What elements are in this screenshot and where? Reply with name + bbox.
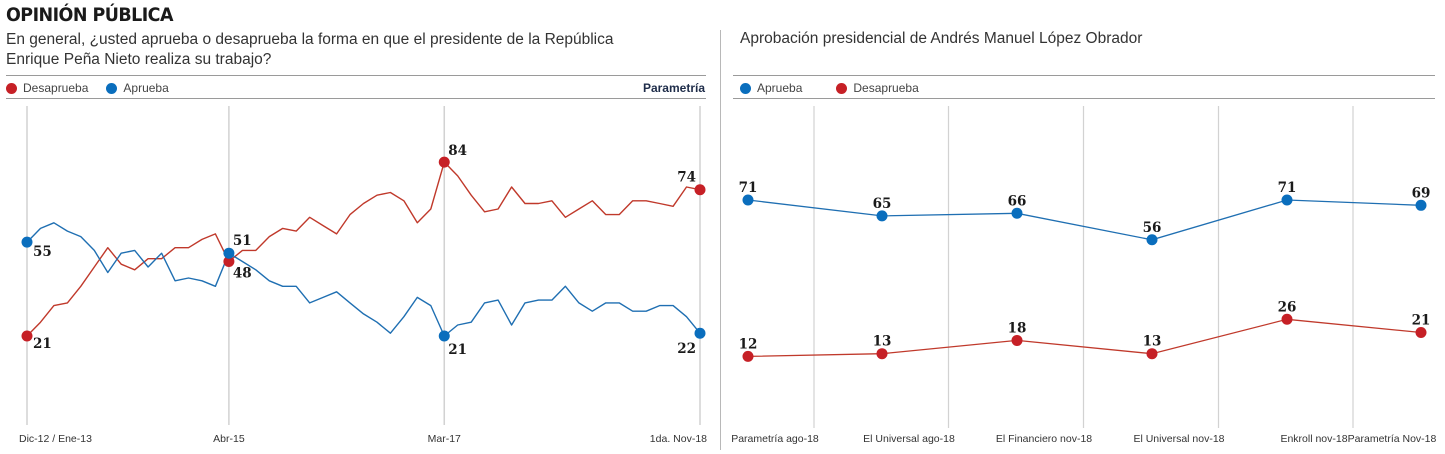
data-label: 13 xyxy=(1143,334,1162,350)
legend-item-aprueba: Aprueba xyxy=(740,81,802,95)
data-point-aprueba xyxy=(1281,194,1293,206)
data-label: 12 xyxy=(739,336,758,352)
desaprueba-swatch-icon xyxy=(836,82,848,94)
legend-label: Aprueba xyxy=(123,81,169,95)
series-line-desaprueba xyxy=(747,318,1422,358)
data-point-aprueba xyxy=(438,330,450,342)
data-point-aprueba xyxy=(1011,207,1023,219)
data-label: 48 xyxy=(233,265,252,281)
desaprueba-swatch-icon xyxy=(6,82,17,94)
x-tick-label: El Universal ago-18 xyxy=(863,433,955,445)
aprueba-swatch-icon xyxy=(106,82,118,94)
right-legend-top-rule xyxy=(733,75,1435,76)
series-line-desaprueba xyxy=(26,161,701,337)
data-label: 71 xyxy=(1278,180,1297,196)
legend-item-desaprueba: Desaprueba xyxy=(6,81,88,95)
data-label: 13 xyxy=(873,334,892,350)
legend-item-aprueba: Aprueba xyxy=(106,81,169,95)
data-point-desaprueba xyxy=(1011,334,1023,346)
legend-item-desaprueba: Desaprueba xyxy=(836,81,919,95)
panel-divider xyxy=(720,30,721,450)
x-tick-label: Enkroll nov-18 xyxy=(1280,433,1347,445)
data-point-aprueba xyxy=(1415,199,1427,211)
data-point-desaprueba xyxy=(876,348,888,360)
legend-label: Desaprueba xyxy=(853,81,919,95)
data-point-aprueba xyxy=(21,236,33,248)
left-line-chart: 21 48 84 74 55 51 21 22 Dic-12 / Ene-13 Abr-15 Ma… xyxy=(19,106,707,445)
data-point-aprueba xyxy=(876,210,888,222)
data-point-desaprueba xyxy=(694,184,706,196)
data-point-desaprueba xyxy=(21,330,33,342)
left-legend-top-rule xyxy=(6,75,706,76)
left-legend-bottom-rule xyxy=(6,98,706,99)
data-label: 66 xyxy=(1008,193,1027,209)
x-tick-label: El Universal nov-18 xyxy=(1133,433,1224,445)
right-legend: Aprueba Desaprueba xyxy=(740,81,937,95)
data-label: 71 xyxy=(739,180,758,196)
legend-label: Desaprueba xyxy=(23,81,89,95)
x-tick-label: Parametría ago-18 xyxy=(731,433,819,445)
data-point-desaprueba xyxy=(223,255,235,267)
data-point-desaprueba xyxy=(1281,313,1293,325)
x-tick-label: 1da. Nov-18 xyxy=(650,433,707,445)
data-label: 65 xyxy=(873,196,892,212)
x-tick-label: El Financiero nov-18 xyxy=(996,433,1092,445)
data-point-desaprueba xyxy=(1415,327,1427,338)
x-tick-label: Dic-12 / Ene-13 xyxy=(19,433,92,445)
data-point-aprueba xyxy=(223,247,235,259)
data-label: 84 xyxy=(448,143,467,159)
data-label: 21 xyxy=(1412,313,1431,329)
aprueba-swatch-icon xyxy=(740,82,751,94)
right-chart-title: Aprobación presidencial de Andrés Manuel… xyxy=(740,30,1143,47)
series-line-aprueba xyxy=(26,222,701,337)
data-point-desaprueba xyxy=(1146,348,1158,360)
source-label: Parametría xyxy=(642,81,705,95)
x-tick-label: Mar-17 xyxy=(428,433,461,445)
data-label: 51 xyxy=(233,233,252,249)
series-line-aprueba xyxy=(747,199,1422,241)
data-label: 74 xyxy=(677,170,696,186)
data-point-aprueba xyxy=(742,194,754,206)
data-label: 18 xyxy=(1008,320,1027,336)
data-label: 22 xyxy=(677,341,696,357)
data-point-aprueba xyxy=(694,327,706,339)
data-label: 56 xyxy=(1143,220,1162,236)
x-tick-label: Abr-15 xyxy=(213,433,245,445)
x-tick-label: Parametría Nov-18 xyxy=(1348,433,1437,445)
data-point-desaprueba xyxy=(742,350,754,362)
data-label: 55 xyxy=(33,244,52,260)
left-chart-title: En general, ¿usted aprueba o desaprueba … xyxy=(6,31,614,68)
legend-label: Aprueba xyxy=(757,81,803,95)
data-point-desaprueba xyxy=(438,156,450,168)
data-label: 69 xyxy=(1412,185,1431,201)
left-legend: Desaprueba Aprueba xyxy=(6,81,187,95)
data-label: 21 xyxy=(448,342,467,358)
right-legend-bottom-rule xyxy=(733,98,1435,99)
data-point-aprueba xyxy=(1146,234,1158,246)
data-label: 26 xyxy=(1278,299,1297,315)
section-title: OPINIÓN PÚBLICA xyxy=(6,4,173,26)
data-label: 21 xyxy=(33,336,52,352)
